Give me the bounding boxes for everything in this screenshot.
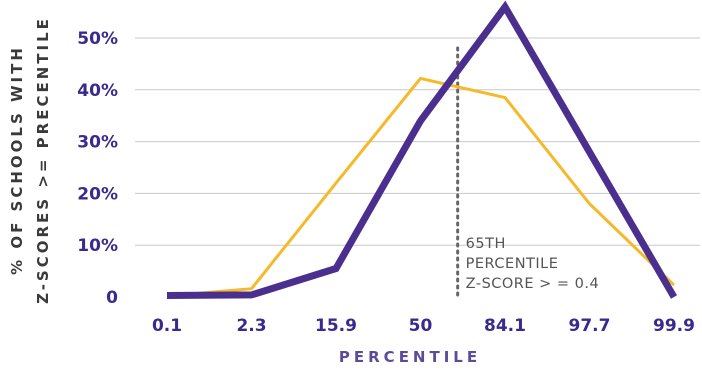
x-tick-97.7: 97.7 bbox=[569, 316, 611, 336]
series-lines bbox=[166, 0, 678, 299]
x-tick-labels: 0.1 2.3 15.9 50 84.1 97.7 99.9 bbox=[152, 316, 695, 336]
y-tick-labels: 0 10% 20% 30% 40% 50% bbox=[77, 29, 118, 308]
x-tick-2.3: 2.3 bbox=[236, 316, 266, 336]
series-line-2 bbox=[166, 76, 676, 298]
y-tick-10: 10% bbox=[77, 236, 118, 256]
y-tick-40: 40% bbox=[77, 81, 118, 101]
x-tick-50: 50 bbox=[409, 316, 433, 336]
reference-annotation: 65TH PERCENTILE Z-SCORE > = 0.4 bbox=[466, 236, 600, 292]
annotation-line-1: 65TH bbox=[466, 236, 506, 252]
x-tick-99.9: 99.9 bbox=[653, 316, 695, 336]
x-tick-15.9: 15.9 bbox=[315, 316, 357, 336]
series-line-1 bbox=[166, 0, 678, 299]
y-tick-20: 20% bbox=[77, 184, 118, 204]
grid-lines bbox=[135, 37, 700, 246]
y-tick-30: 30% bbox=[77, 133, 118, 153]
y-tick-50: 50% bbox=[77, 29, 118, 49]
annotation-line-2: PERCENTILE bbox=[466, 256, 559, 272]
x-tick-84.1: 84.1 bbox=[484, 316, 526, 336]
x-axis-label: PERCENTILE bbox=[339, 348, 481, 366]
y-axis-label-line-2: Z-SCORES >= PRECENTILE bbox=[34, 16, 52, 304]
y-tick-0: 0 bbox=[106, 288, 118, 308]
y-axis-label-line-1: % OF SCHOOLS WITH bbox=[8, 45, 26, 275]
x-tick-0.1: 0.1 bbox=[152, 316, 182, 336]
annotation-line-3: Z-SCORE > = 0.4 bbox=[466, 276, 600, 292]
